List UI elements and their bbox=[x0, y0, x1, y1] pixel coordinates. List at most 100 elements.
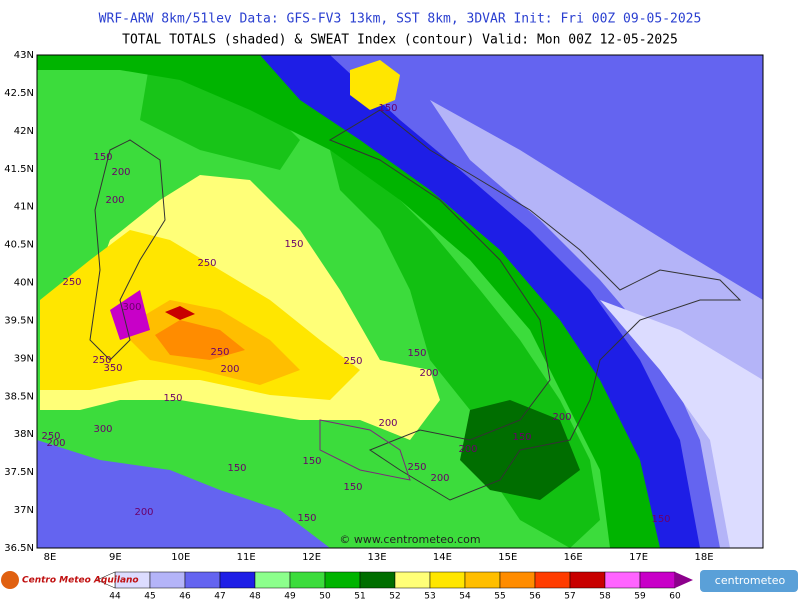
colorbar-label: 52 bbox=[389, 592, 400, 600]
contour-label: 150 bbox=[297, 513, 316, 524]
lat-label: 38.5N bbox=[4, 391, 34, 402]
colorbar-label: 44 bbox=[109, 592, 121, 600]
contour-label: 250 bbox=[407, 462, 426, 473]
contour-label: 250 bbox=[343, 356, 362, 367]
contour-label: 200 bbox=[458, 444, 477, 455]
header-line1: WRF-ARW 8km/51lev Data: GFS-FV3 13km, SS… bbox=[99, 12, 702, 27]
colorbar-label: 51 bbox=[354, 592, 365, 600]
right-logo: centrometeo bbox=[700, 570, 798, 592]
lon-label: 15E bbox=[498, 552, 517, 563]
colorbar: 44 45 46 47 48 49 50 51 52 53 54 55 56 57 58 59 60 bbox=[96, 571, 693, 600]
lat-label: 40.5N bbox=[4, 240, 34, 251]
contour-label: 150 bbox=[378, 103, 397, 114]
contour-label: 150 bbox=[407, 348, 426, 359]
colorbar-box bbox=[219, 571, 256, 589]
contour-label: 150 bbox=[302, 456, 321, 467]
colorbar-box bbox=[534, 571, 571, 589]
lat-label: 36.5N bbox=[4, 543, 34, 554]
colorbar-under-arrow bbox=[96, 571, 116, 589]
colorbar-box bbox=[359, 571, 396, 589]
lat-label: 42.5N bbox=[4, 88, 34, 99]
colorbar-over-arrow bbox=[675, 572, 693, 588]
lat-label: 41N bbox=[14, 202, 34, 213]
colorbar-label: 58 bbox=[599, 592, 611, 600]
left-logo: Centro Meteo Aquilano bbox=[1, 571, 139, 589]
lon-label: 8E bbox=[44, 552, 57, 563]
contour-label: 150 bbox=[651, 514, 670, 525]
contour-label: 200 bbox=[378, 418, 397, 429]
contour-label: 200 bbox=[430, 473, 449, 484]
colorbar-label: 60 bbox=[669, 592, 681, 600]
lon-label: 10E bbox=[171, 552, 190, 563]
colorbar-box bbox=[499, 571, 536, 589]
colorbar-box bbox=[429, 571, 466, 589]
lon-label: 16E bbox=[564, 552, 583, 563]
left-logo-text: Centro Meteo Aquilano bbox=[22, 576, 139, 586]
lon-label: 18E bbox=[694, 552, 713, 563]
contour-label: 250 bbox=[41, 431, 60, 442]
contour-label: 250 bbox=[92, 355, 111, 366]
colorbar-box bbox=[394, 571, 431, 589]
colorbar-label: 46 bbox=[179, 592, 191, 600]
contour-label: 250 bbox=[62, 277, 81, 288]
contour-label: 200 bbox=[46, 438, 65, 449]
contour-label: 250 bbox=[210, 347, 229, 358]
colorbar-label: 49 bbox=[284, 592, 296, 600]
colorbar-label: 45 bbox=[144, 592, 155, 600]
contour-label: 200 bbox=[552, 412, 571, 423]
colorbar-box bbox=[184, 571, 221, 589]
lon-label: 9E bbox=[109, 552, 122, 563]
colorbar-box bbox=[289, 571, 326, 589]
contour-label: 150 bbox=[343, 482, 362, 493]
contour-label: 300 bbox=[122, 302, 141, 313]
contour-label: 200 bbox=[111, 167, 130, 178]
lat-label: 43N bbox=[14, 50, 34, 61]
colorbar-label: 48 bbox=[249, 592, 261, 600]
lon-label: 14E bbox=[433, 552, 452, 563]
colorbar-box bbox=[464, 571, 501, 589]
lat-label: 42N bbox=[14, 126, 34, 137]
contour-label: 350 bbox=[103, 363, 122, 374]
colorbar-label: 59 bbox=[634, 592, 646, 600]
right-logo-text: centrometeo bbox=[715, 574, 786, 587]
contour-label: 300 bbox=[93, 424, 112, 435]
contour-label: 150 bbox=[93, 152, 112, 163]
lat-label: 37N bbox=[14, 505, 34, 516]
colorbar-label: 47 bbox=[214, 592, 225, 600]
lat-label: 38N bbox=[14, 429, 34, 440]
lat-label: 40N bbox=[14, 278, 34, 289]
lat-label: 39.5N bbox=[4, 315, 34, 326]
lon-label: 12E bbox=[302, 552, 321, 563]
colorbar-box bbox=[324, 571, 361, 589]
colorbar-label: 53 bbox=[424, 592, 435, 600]
lat-label: 37.5N bbox=[4, 467, 34, 478]
header-line2: TOTAL TOTALS (shaded) & SWEAT Index (con… bbox=[122, 33, 678, 48]
contour-label: 250 bbox=[197, 258, 216, 269]
contour-label: 200 bbox=[419, 368, 438, 379]
contour-label: 150 bbox=[227, 463, 246, 474]
colorbar-label: 57 bbox=[564, 592, 575, 600]
colorbar-box bbox=[639, 571, 676, 589]
contour-label: 200 bbox=[105, 195, 124, 206]
contour-label: 200 bbox=[134, 507, 153, 518]
lon-label: 13E bbox=[367, 552, 386, 563]
lat-label: 41.5N bbox=[4, 164, 34, 175]
contour-label: 150 bbox=[163, 393, 182, 404]
colorbar-box bbox=[149, 571, 186, 589]
colorbar-box bbox=[604, 571, 641, 589]
lat-label: 39N bbox=[14, 353, 34, 364]
lon-label: 11E bbox=[237, 552, 256, 563]
contour-label: 150 bbox=[284, 239, 303, 250]
lon-label: 17E bbox=[629, 552, 648, 563]
contour-label: 150 bbox=[512, 432, 531, 443]
watermark: © www.centrometeo.com bbox=[339, 533, 480, 546]
colorbar-label: 55 bbox=[494, 592, 505, 600]
colorbar-label: 50 bbox=[319, 592, 331, 600]
contour-label: 200 bbox=[220, 364, 239, 375]
map-field bbox=[36, 54, 764, 549]
colorbar-box bbox=[569, 571, 606, 589]
colorbar-label: 54 bbox=[459, 592, 471, 600]
colorbar-label: 56 bbox=[529, 592, 541, 600]
